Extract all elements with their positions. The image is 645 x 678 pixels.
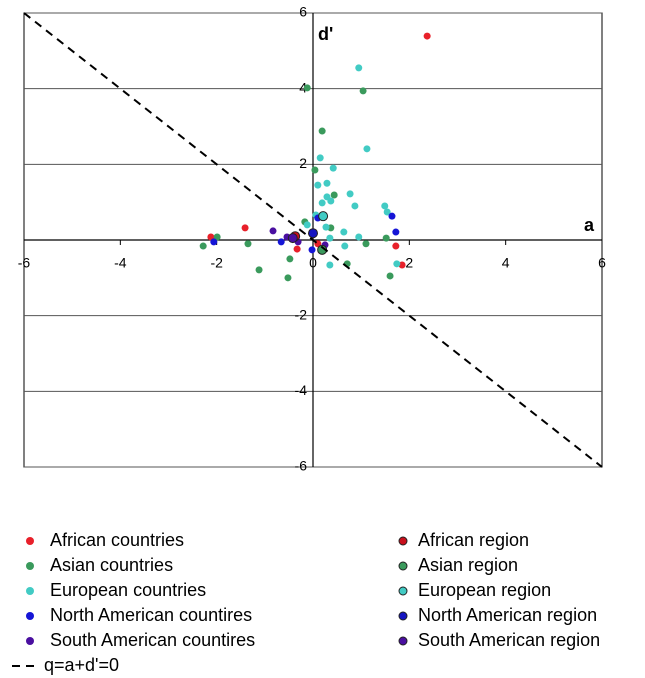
legend-marker bbox=[26, 587, 34, 595]
y-tick-label: 6 bbox=[299, 4, 307, 20]
data-point bbox=[359, 87, 367, 95]
x-tick-label: 6 bbox=[598, 255, 606, 271]
data-point bbox=[314, 181, 322, 189]
legend-label: European region bbox=[418, 580, 551, 600]
x-axis-label: a bbox=[584, 215, 595, 235]
data-point bbox=[355, 233, 363, 241]
data-point bbox=[277, 238, 285, 246]
data-point bbox=[393, 260, 401, 268]
y-tick-label: -4 bbox=[295, 382, 308, 398]
data-point bbox=[318, 199, 326, 207]
data-point bbox=[293, 245, 301, 253]
data-point bbox=[423, 32, 431, 40]
legend-marker bbox=[26, 537, 34, 545]
data-point bbox=[329, 164, 337, 172]
data-point bbox=[308, 246, 316, 254]
data-point bbox=[316, 154, 324, 162]
data-point bbox=[386, 272, 394, 280]
data-point bbox=[388, 212, 396, 220]
data-point bbox=[311, 166, 319, 174]
legend-label: q=a+d'=0 bbox=[44, 655, 119, 675]
reference-line bbox=[23, 12, 603, 468]
data-point bbox=[326, 234, 334, 242]
data-point bbox=[381, 202, 389, 210]
legend-marker bbox=[26, 612, 34, 620]
legend-label: European countries bbox=[50, 580, 206, 600]
data-point bbox=[323, 179, 331, 187]
data-point bbox=[199, 242, 207, 250]
data-point bbox=[303, 84, 311, 92]
data-point bbox=[322, 223, 330, 231]
legend-label: North American countires bbox=[50, 605, 252, 625]
data-point bbox=[341, 242, 349, 250]
legend-label: North American region bbox=[418, 605, 597, 625]
data-point bbox=[383, 208, 391, 216]
data-point bbox=[382, 234, 390, 242]
legend-label: African region bbox=[418, 530, 529, 550]
data-point bbox=[241, 224, 249, 232]
data-point bbox=[326, 261, 334, 269]
x-tick-label: 4 bbox=[502, 255, 510, 271]
legend-marker bbox=[26, 637, 34, 645]
legend-label: Asian countries bbox=[50, 555, 173, 575]
data-point bbox=[392, 228, 400, 236]
data-point bbox=[269, 227, 277, 235]
data-point bbox=[308, 228, 318, 239]
x-tick-label: 2 bbox=[405, 255, 413, 271]
legend-label: South American region bbox=[418, 630, 600, 650]
data-point bbox=[318, 127, 326, 135]
data-point bbox=[287, 233, 298, 244]
data-point bbox=[255, 266, 263, 274]
data-point bbox=[362, 240, 370, 248]
data-point bbox=[327, 197, 335, 205]
data-point bbox=[303, 221, 311, 229]
data-point bbox=[330, 191, 338, 199]
legend-marker bbox=[398, 636, 408, 646]
data-point bbox=[340, 228, 348, 236]
data-point bbox=[284, 274, 292, 282]
data-point bbox=[363, 145, 371, 153]
data-point bbox=[346, 190, 354, 198]
data-point bbox=[355, 64, 363, 72]
legend-marker bbox=[398, 561, 408, 571]
x-tick-label: -6 bbox=[18, 255, 31, 271]
legend-marker bbox=[26, 562, 34, 570]
legend-label: African countries bbox=[50, 530, 184, 550]
legend-marker bbox=[398, 611, 408, 621]
data-point bbox=[213, 233, 221, 241]
data-point bbox=[398, 261, 406, 269]
data-point bbox=[244, 240, 252, 248]
data-point bbox=[392, 242, 400, 250]
legend-label: South American countires bbox=[50, 630, 255, 650]
legend-label: Asian region bbox=[418, 555, 518, 575]
data-point bbox=[210, 238, 218, 246]
data-point bbox=[351, 202, 359, 210]
y-tick-label: 4 bbox=[299, 79, 307, 95]
data-point bbox=[286, 255, 294, 263]
legend-marker bbox=[398, 536, 408, 546]
y-tick-label: 2 bbox=[299, 155, 307, 171]
data-point bbox=[318, 211, 329, 222]
x-tick-label: -2 bbox=[210, 255, 223, 271]
x-tick-label: -4 bbox=[114, 255, 127, 271]
y-axis-label: d' bbox=[318, 24, 333, 44]
legend-marker bbox=[398, 586, 408, 596]
y-tick-label: -2 bbox=[295, 306, 308, 322]
y-tick-label: -6 bbox=[295, 458, 308, 474]
